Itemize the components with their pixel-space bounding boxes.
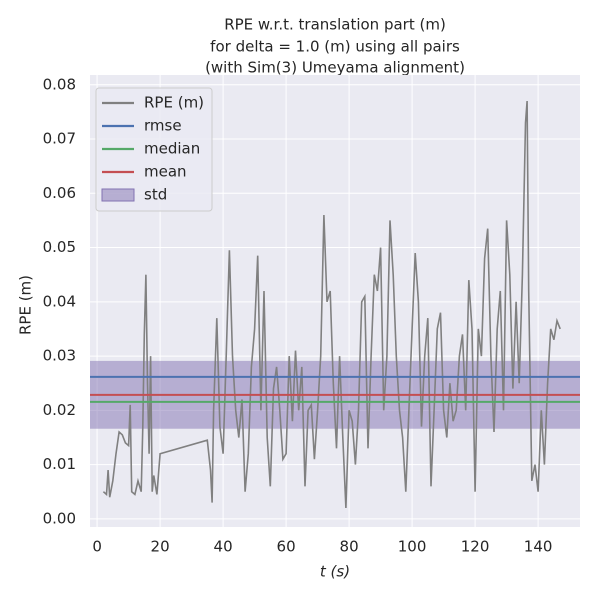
legend-label: std (144, 186, 167, 204)
y-tick-label: 0.00 (43, 509, 76, 527)
y-tick-label: 0.01 (43, 455, 76, 473)
y-tick-label: 0.03 (43, 347, 76, 365)
y-tick-label: 0.04 (43, 292, 76, 310)
x-tick-label: 60 (277, 538, 296, 556)
chart-subtitle: for delta = 1.0 (m) using all pairs (210, 38, 460, 56)
x-tick-label: 140 (524, 538, 553, 556)
legend-label: RPE (m) (144, 94, 204, 112)
y-tick-label: 0.07 (43, 130, 76, 148)
x-tick-label: 100 (398, 538, 427, 556)
chart-subtitle: (with Sim(3) Umeyama alignment) (205, 59, 465, 77)
legend-box (95, 87, 213, 212)
x-tick-label: 120 (461, 538, 490, 556)
x-tick-label: 80 (340, 538, 359, 556)
y-tick-label: 0.05 (43, 238, 76, 256)
y-tick-label: 0.02 (43, 401, 76, 419)
x-tick-label: 0 (92, 538, 102, 556)
legend-label: mean (144, 163, 187, 181)
legend-label: rmse (144, 117, 182, 135)
x-axis-label: t (s) (320, 563, 350, 581)
rpe-line (102, 100, 561, 509)
y-tick-label: 0.08 (43, 75, 76, 93)
chart-title: RPE w.r.t. translation part (m) (224, 16, 446, 34)
x-tick-label: 40 (214, 538, 233, 556)
legend-swatch (101, 188, 135, 202)
y-tick-label: 0.06 (43, 184, 76, 202)
legend-label: median (144, 140, 200, 158)
y-axis-label: RPE (m) (17, 275, 35, 335)
x-tick-label: 20 (151, 538, 170, 556)
